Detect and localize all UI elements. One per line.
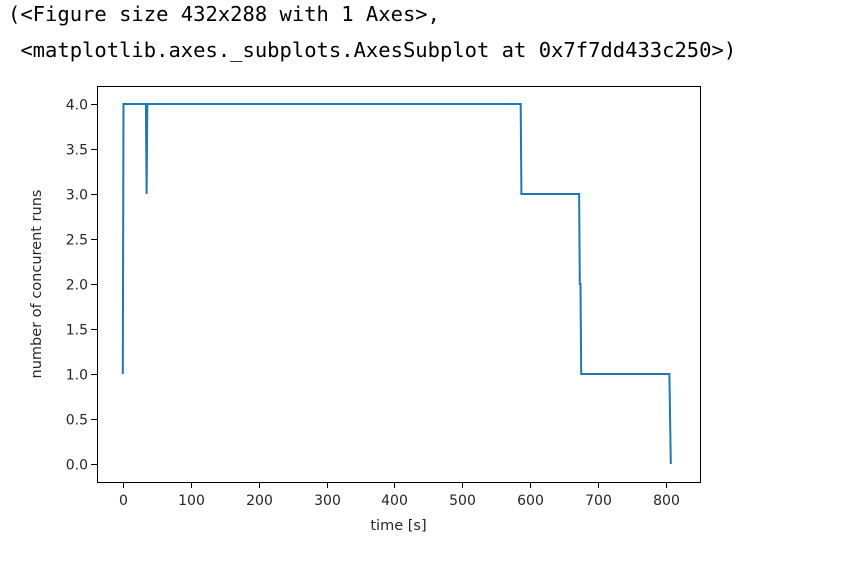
x-tick-label: 100 <box>178 493 205 509</box>
x-tick-label: 800 <box>653 493 680 509</box>
series-line <box>121 103 672 465</box>
y-tick-label: 3.5 <box>66 143 88 159</box>
y-tick-label: 3.0 <box>66 188 88 204</box>
x-tick-label: 500 <box>449 493 476 509</box>
x-axis-label: time [s] <box>370 518 426 534</box>
output-repr-line-1: (<Figure size 432x288 with 1 Axes>, <box>8 2 440 26</box>
output-repr-line-2: <matplotlib.axes._subplots.AxesSubplot a… <box>8 38 737 62</box>
x-tick-label: 400 <box>381 493 408 509</box>
x-axis-ticks: 0 100 200 300 400 500 600 700 800 <box>119 482 680 509</box>
y-tick-label: 0.0 <box>66 458 88 474</box>
y-tick-label: 1.0 <box>66 368 88 384</box>
y-tick-label: 2.5 <box>66 233 88 249</box>
y-tick-label: 0.5 <box>66 413 88 429</box>
x-tick-label: 200 <box>246 493 273 509</box>
x-tick-label: 300 <box>314 493 341 509</box>
plot-area-frame <box>97 86 701 483</box>
x-tick-label: 700 <box>585 493 612 509</box>
y-axis-ticks: 0.0 0.5 1.0 1.5 2.0 2.5 3.0 3.5 4.0 <box>66 98 97 474</box>
y-axis-label: number of concurent runs <box>29 190 45 379</box>
y-tick-label: 4.0 <box>66 98 88 114</box>
y-tick-label: 1.5 <box>66 323 88 339</box>
y-tick-label: 2.0 <box>66 278 88 294</box>
x-tick-label: 600 <box>517 493 544 509</box>
x-tick-label: 0 <box>119 493 128 509</box>
